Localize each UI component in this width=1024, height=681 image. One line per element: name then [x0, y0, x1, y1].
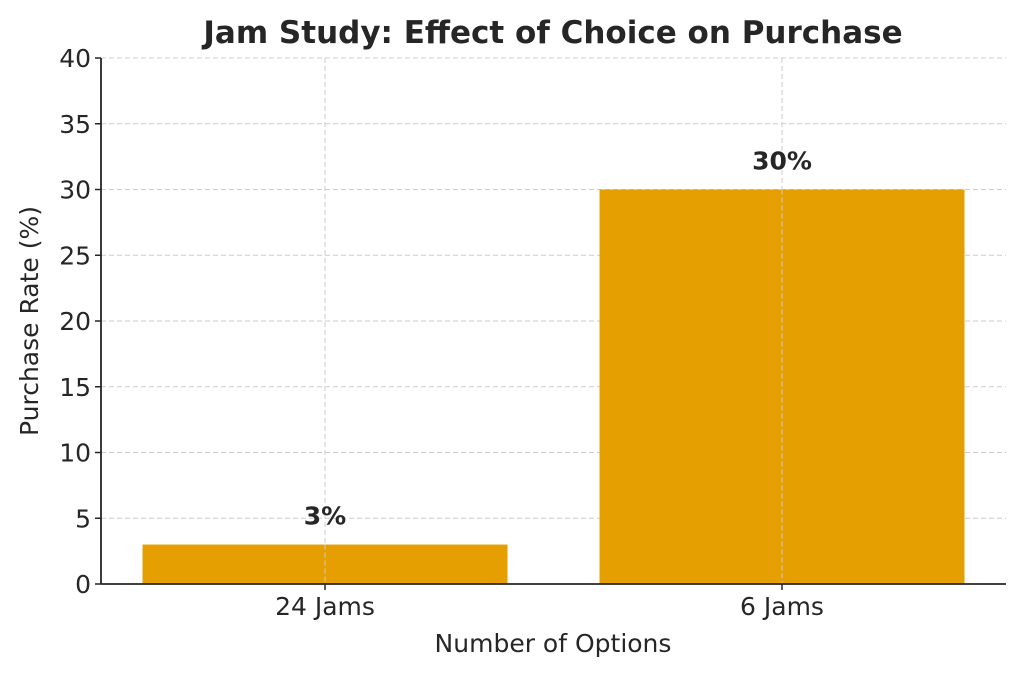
x-axis-label: Number of Options: [435, 629, 672, 658]
data-label: 30%: [752, 147, 812, 176]
y-tick-label: 0: [75, 570, 91, 599]
y-tick-label: 5: [75, 504, 91, 533]
y-tick-label: 25: [59, 241, 91, 270]
tick-labels: 0 5 10 15 20 25 30 35 40 24 Jams 6 Jams: [59, 44, 824, 621]
axes: [95, 57, 1006, 590]
bars: 3% 30%: [142, 147, 965, 584]
y-tick-label: 15: [59, 373, 91, 402]
x-tick-label: 6 Jams: [740, 592, 824, 621]
y-tick-label: 30: [59, 176, 91, 205]
data-label: 3%: [304, 502, 346, 531]
y-tick-label: 40: [59, 44, 91, 73]
chart-title: Jam Study: Effect of Choice on Purchase: [201, 15, 902, 51]
y-tick-label: 10: [59, 439, 91, 468]
y-tick-label: 20: [59, 307, 91, 336]
x-tick-label: 24 Jams: [275, 592, 375, 621]
y-axis-label: Purchase Rate (%): [15, 206, 44, 436]
y-tick-label: 35: [59, 110, 91, 139]
